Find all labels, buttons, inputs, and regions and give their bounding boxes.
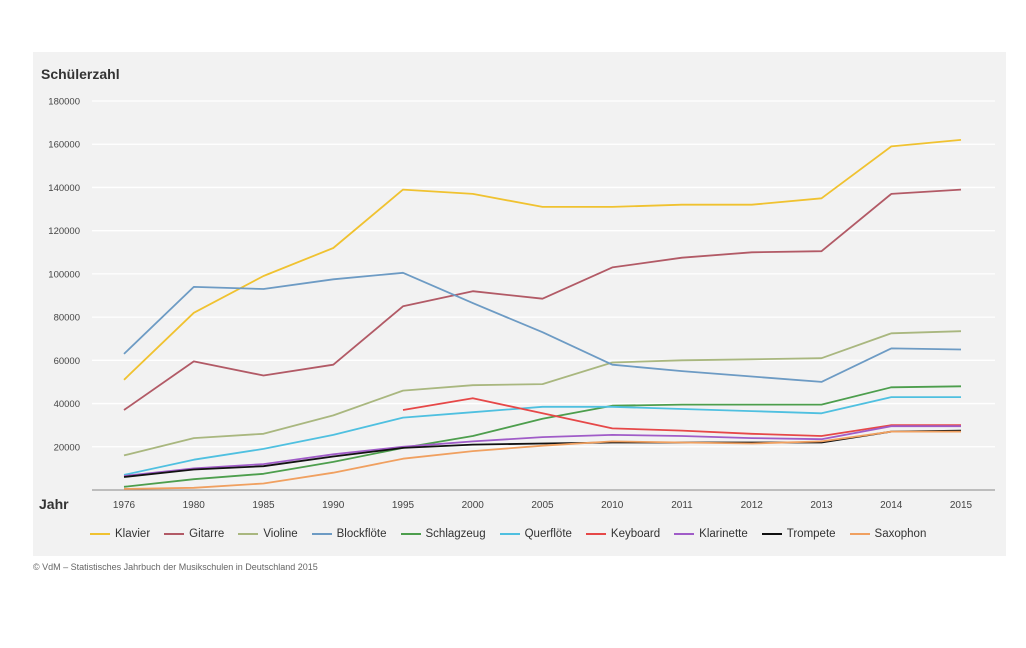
legend-label: Klavier xyxy=(115,528,151,540)
legend-item: Violine xyxy=(238,528,298,540)
series-line-saxophon xyxy=(123,430,961,490)
legend-swatch xyxy=(400,533,421,535)
y-tick-label: 40000 xyxy=(54,399,80,410)
y-axis-title: Schülerzahl xyxy=(41,66,120,82)
y-tick-label: 100000 xyxy=(48,269,80,280)
y-tick-label: 80000 xyxy=(54,313,80,324)
x-tick-label: 2014 xyxy=(880,500,903,511)
legend-item: Klarinette xyxy=(674,528,748,540)
x-tick-label: 2012 xyxy=(741,500,764,511)
legend-label: Saxophon xyxy=(874,528,927,540)
y-tick-label: 120000 xyxy=(48,226,80,237)
legend-swatch xyxy=(849,533,870,535)
series-line-violine xyxy=(123,330,962,457)
legend-swatch xyxy=(499,533,520,535)
legend-swatch xyxy=(238,533,259,535)
y-tick-label: 20000 xyxy=(54,442,80,453)
series-line-klarinette xyxy=(123,425,961,477)
x-tick-label: 1990 xyxy=(322,500,345,511)
series-line-keyboard xyxy=(402,397,961,437)
x-tick-label: 1980 xyxy=(183,500,206,511)
x-tick-label: 1976 xyxy=(113,500,136,511)
legend-label: Schlagzeug xyxy=(425,528,486,540)
series-line-trompete xyxy=(123,429,962,478)
x-tick-label: 1995 xyxy=(392,500,415,511)
legend-swatch xyxy=(761,533,782,535)
x-tick-label: 2000 xyxy=(462,500,485,511)
legend-item: Keyboard xyxy=(585,528,661,540)
legend-label: Trompete xyxy=(786,528,836,540)
x-tick-label: 2015 xyxy=(950,500,973,511)
legend-item: Schlagzeug xyxy=(400,528,486,540)
series-line-klavier xyxy=(123,139,962,381)
legend-item: Blockflöte xyxy=(311,528,387,540)
legend-item: Saxophon xyxy=(849,528,927,540)
legend: Klavier Gitarre Violine Blockflöte Schlagzeu… xyxy=(90,528,926,540)
legend-item: Trompete xyxy=(761,528,836,540)
series-line-schlagzeug xyxy=(123,385,962,488)
source-note: © VdM – Statistisches Jahrbuch der Musik… xyxy=(33,562,318,572)
legend-item: Klavier xyxy=(90,528,150,540)
legend-swatch xyxy=(164,533,185,535)
legend-label: Blockflöte xyxy=(336,528,387,540)
x-tick-label: 2013 xyxy=(810,500,833,511)
series-line-blockfloete xyxy=(123,271,962,383)
legend-label: Querflöte xyxy=(524,528,572,540)
y-tick-label: 140000 xyxy=(48,183,80,194)
legend-swatch xyxy=(311,533,332,535)
legend-label: Gitarre xyxy=(189,528,225,540)
series-line-gitarre xyxy=(123,188,962,411)
y-tick-label: 160000 xyxy=(48,140,80,151)
legend-swatch xyxy=(90,533,110,535)
legend-label: Keyboard xyxy=(610,528,661,540)
y-tick-label: 60000 xyxy=(54,356,80,367)
legend-swatch xyxy=(585,533,606,535)
legend-swatch xyxy=(674,533,695,535)
legend-label: Klarinette xyxy=(699,528,748,540)
chart-panel xyxy=(33,52,1006,556)
x-tick-label: 2010 xyxy=(601,500,624,511)
x-tick-label: 1985 xyxy=(252,500,275,511)
legend-item: Gitarre xyxy=(164,528,224,540)
y-tick-label: 180000 xyxy=(48,97,80,108)
x-tick-label: 2011 xyxy=(671,500,693,511)
x-tick-label: 2005 xyxy=(531,500,554,511)
series-line-querfloete xyxy=(123,396,961,476)
legend-item: Querflöte xyxy=(499,528,572,540)
x-axis-title: Jahr xyxy=(39,496,69,512)
legend-label: Violine xyxy=(263,528,298,540)
